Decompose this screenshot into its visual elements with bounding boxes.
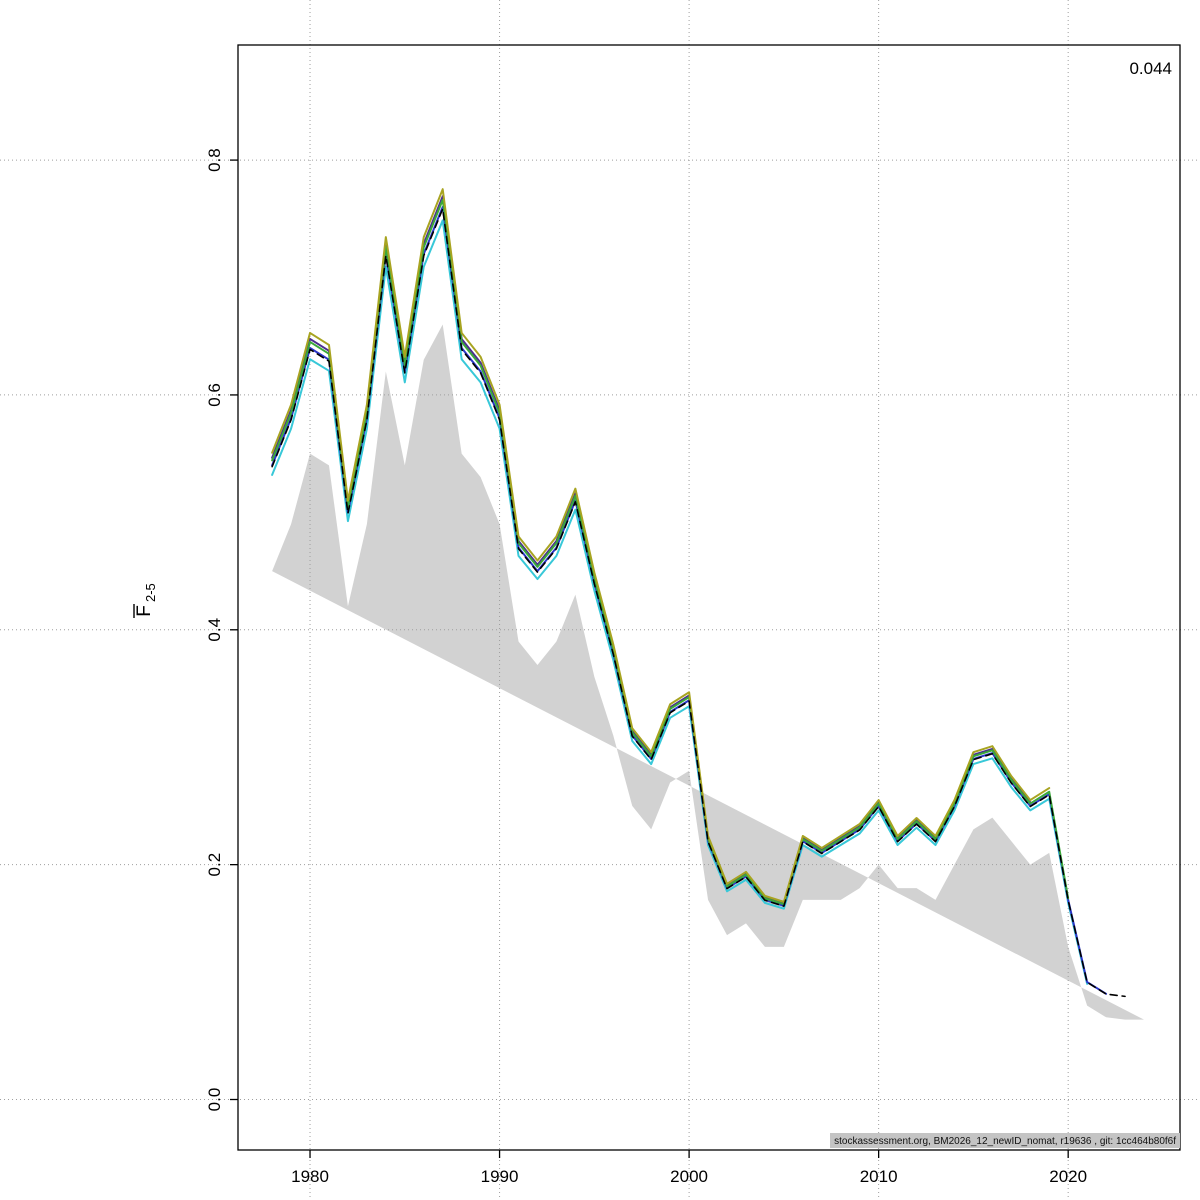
y-tick-label: 0.2 <box>205 853 224 877</box>
series-line-retro-peel-2 <box>271 219 1089 985</box>
y-axis-title-main: F <box>134 605 155 617</box>
y-axis-title: F 2-5 <box>133 583 158 618</box>
series-line-retro-peel-3 <box>271 198 1070 906</box>
retro-series-lines <box>271 188 1126 998</box>
plot-border <box>237 44 1181 1151</box>
y-axis: 0.0 0.2 0.4 0.6 0.8 <box>205 148 238 1111</box>
y-axis-title-subscript: 2-5 <box>143 583 158 602</box>
x-tick-label: 2020 <box>1049 1167 1087 1186</box>
confidence-band <box>272 324 1144 1020</box>
y-tick-label: 0.6 <box>205 383 224 407</box>
x-axis: 1980 1990 2000 2010 2020 <box>291 1150 1087 1186</box>
x-tick-label: 1990 <box>481 1167 519 1186</box>
y-tick-label: 0.8 <box>205 148 224 172</box>
x-tick-label: 2010 <box>860 1167 898 1186</box>
x-tick-label: 2000 <box>670 1167 708 1186</box>
series-line-retro-peel-4 <box>271 188 1051 903</box>
mohns-rho-value: 0.044 <box>1129 59 1172 78</box>
y-tick-label: 0.0 <box>205 1088 224 1112</box>
y-tick-label: 0.4 <box>205 618 224 642</box>
footer-stamp-background <box>830 1133 1180 1148</box>
footer-stamp-text: stockassessment.org, BM2026_12_newID_nom… <box>834 1136 1176 1147</box>
series-line-current-run <box>271 208 1126 998</box>
confidence-band-polygon <box>272 324 1144 1020</box>
x-tick-label: 1980 <box>291 1167 329 1186</box>
